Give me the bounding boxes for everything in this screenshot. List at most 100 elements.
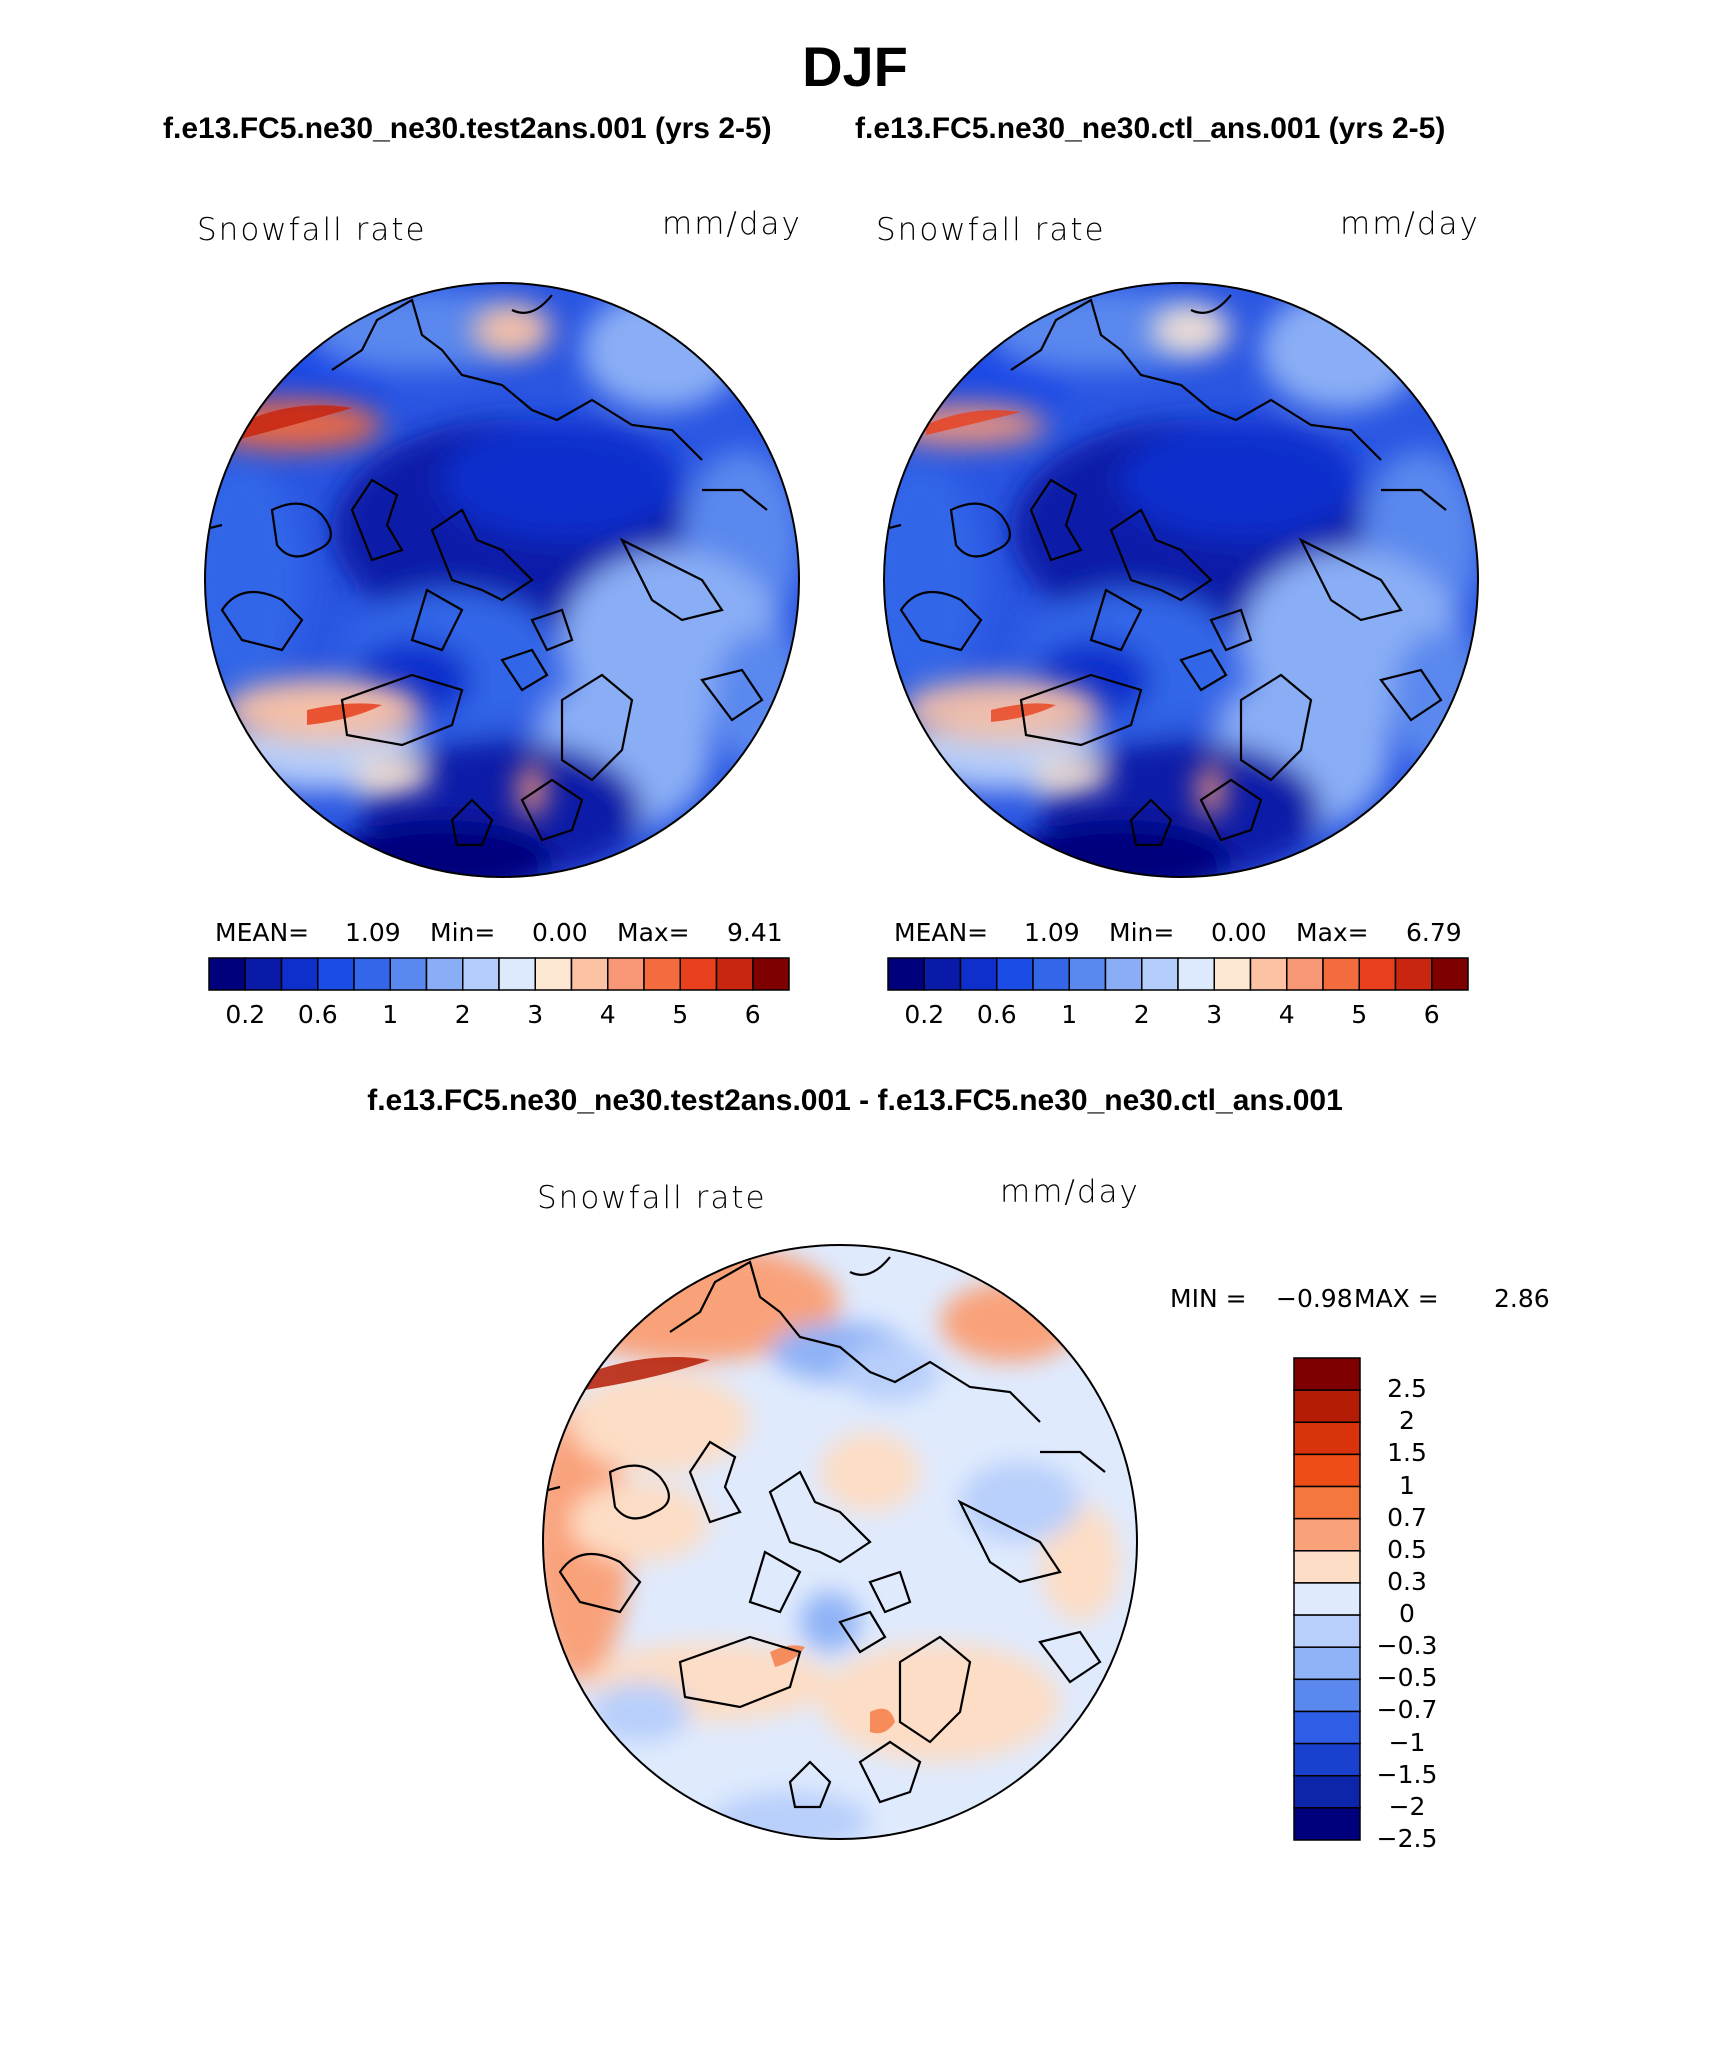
difference-colorbar-tick-label: 0.7	[1387, 1502, 1427, 1532]
panel2-polar-map	[883, 282, 1479, 878]
panel3-max-label: MAX =	[1354, 1284, 1439, 1313]
difference-colorbar-swatch	[1293, 1582, 1361, 1616]
panel2-mean-value: 1.09	[1024, 918, 1080, 947]
panel1-colorbar-swatch	[280, 957, 319, 991]
panel1-colorbar-swatch	[643, 957, 681, 991]
difference-colorbar-swatch	[1293, 1774, 1361, 1809]
difference-colorbar-swatch	[1293, 1421, 1361, 1456]
test-case-title: f.e13.FC5.ne30_ne30.test2ans.001 (yrs 2-…	[163, 112, 772, 145]
panel2-mean-label: MEAN=	[894, 918, 989, 947]
panel1-colorbar-swatch	[715, 957, 754, 991]
panel1-max-label: Max=	[617, 918, 690, 947]
panel3-min-value: −0.98	[1276, 1284, 1353, 1313]
difference-colorbar-tick-label: 1	[1399, 1470, 1415, 1500]
panel2-colorbar-swatch	[1068, 957, 1107, 991]
difference-colorbar-tick-label: −2.5	[1376, 1824, 1438, 1853]
difference-colorbar-tick-label: −0.5	[1376, 1663, 1438, 1693]
panel2-colorbar-tick-label: 6	[1423, 1000, 1440, 1029]
panel1-colorbar-swatch	[317, 957, 355, 991]
panel2-max-value: 6.79	[1406, 918, 1462, 947]
difference-colorbar-tick-label: 0.3	[1387, 1566, 1427, 1596]
panel3-min-label: MIN =	[1170, 1284, 1247, 1313]
panel1-colorbar-tick-label: 1	[382, 1000, 399, 1029]
panel2-colorbar-tick-label: 0.2	[904, 1000, 945, 1029]
panel2-units-label: mm/day	[1340, 206, 1480, 242]
difference-colorbar-tick-label: 1.5	[1387, 1438, 1427, 1468]
panel2-colorbar-swatch	[959, 957, 998, 991]
panel1-colorbar-swatch	[462, 957, 500, 991]
difference-colorbar-swatch	[1293, 1389, 1361, 1424]
panel2-colorbar-tick-label: 2	[1133, 1000, 1150, 1029]
panel2-colorbar-swatch	[1322, 957, 1360, 991]
control-case-title: f.e13.FC5.ne30_ne30.ctl_ans.001 (yrs 2-5…	[855, 112, 1446, 145]
panel1-colorbar-swatch	[425, 957, 464, 991]
panel1-colorbar-tick-label: 4	[599, 1000, 616, 1029]
difference-colorbar-swatch	[1293, 1485, 1361, 1520]
panel1-colorbar-swatch	[534, 957, 573, 991]
panel1-colorbar-tick-label: 2	[454, 1000, 471, 1029]
panel2-colorbar-swatch	[887, 957, 925, 991]
panel2-colorbar-tick-label: 4	[1278, 1000, 1295, 1029]
difference-colorbar-tick-label: 0.5	[1387, 1534, 1427, 1564]
difference-colorbar-swatch	[1293, 1453, 1361, 1488]
difference-colorbar-swatch	[1293, 1678, 1361, 1713]
difference-colorbar-tick-label: 2.5	[1387, 1374, 1427, 1404]
panel1-colorbar-swatch	[752, 957, 790, 991]
difference-colorbar	[1293, 1357, 1361, 1841]
panel1-colorbar-tick-label: 0.2	[225, 1000, 266, 1029]
difference-colorbar-swatch	[1293, 1710, 1361, 1745]
panel2-min-value: 0.00	[1211, 918, 1267, 947]
panel2-colorbar-swatch	[923, 957, 962, 991]
difference-colorbar-tick-label: −1.5	[1376, 1759, 1438, 1789]
panel1-colorbar-swatch	[679, 957, 718, 991]
panel2-colorbar-swatch	[996, 957, 1034, 991]
difference-colorbar-tick-label: 2	[1399, 1406, 1415, 1436]
panel2-colorbar-swatch	[1141, 957, 1179, 991]
panel1-mean-label: MEAN=	[215, 918, 310, 947]
panel1-mean-value: 1.09	[345, 918, 401, 947]
panel1-max-value: 9.41	[727, 918, 783, 947]
panel2-colorbar-swatch	[1394, 957, 1433, 991]
difference-colorbar-swatch	[1293, 1646, 1361, 1681]
panel1-min-label: Min=	[430, 918, 496, 947]
panel1-units-label: mm/day	[662, 206, 802, 242]
panel2-colorbar-swatch	[1032, 957, 1070, 991]
difference-polar-map	[542, 1244, 1138, 1840]
panel2-colorbar-swatch	[1213, 957, 1252, 991]
difference-colorbar-swatch	[1293, 1614, 1361, 1648]
panel1-colorbar-swatch	[389, 957, 428, 991]
panel2-colorbar-swatch	[1431, 957, 1469, 991]
panel1-colorbar-tick-label: 5	[672, 1000, 689, 1029]
difference-title: f.e13.FC5.ne30_ne30.test2ans.001 - f.e13…	[367, 1084, 1343, 1117]
panel2-max-label: Max=	[1296, 918, 1369, 947]
panel1-colorbar-swatch	[353, 957, 391, 991]
panel1-colorbar-swatch	[570, 957, 609, 991]
panel2-colorbar-tick-label: 5	[1351, 1000, 1368, 1029]
panel1-polar-map	[204, 282, 800, 878]
panel2-min-label: Min=	[1109, 918, 1175, 947]
panel3-units-label: mm/day	[1000, 1174, 1140, 1210]
panel1-colorbar-swatch	[607, 957, 645, 991]
panel3-max-value: 2.86	[1494, 1284, 1550, 1313]
panel2-variable-label: Snowfall rate	[876, 212, 1106, 248]
difference-colorbar-tick-label: −1	[1388, 1727, 1426, 1757]
difference-colorbar-tick-label: −0.3	[1376, 1631, 1438, 1661]
panel2-colorbar-tick-label: 1	[1061, 1000, 1078, 1029]
panel1-colorbar-swatch	[244, 957, 283, 991]
panel2-colorbar-swatch	[1104, 957, 1143, 991]
difference-colorbar-tick-label: −0.7	[1376, 1695, 1438, 1725]
panel1-colorbar	[208, 957, 790, 991]
difference-colorbar-swatch	[1293, 1357, 1361, 1391]
season-title: DJF	[802, 35, 908, 98]
difference-colorbar-swatch	[1293, 1807, 1361, 1841]
panel1-colorbar-swatch	[208, 957, 246, 991]
panel2-colorbar-tick-label: 0.6	[976, 1000, 1017, 1029]
panel2-colorbar	[887, 957, 1469, 991]
panel2-colorbar-swatch	[1249, 957, 1288, 991]
panel2-colorbar-swatch	[1177, 957, 1215, 991]
difference-colorbar-tick-label: −2	[1388, 1791, 1426, 1821]
panel1-min-value: 0.00	[532, 918, 588, 947]
panel2-colorbar-swatch	[1358, 957, 1397, 991]
difference-colorbar-swatch	[1293, 1742, 1361, 1777]
panel1-colorbar-tick-label: 0.6	[297, 1000, 338, 1029]
